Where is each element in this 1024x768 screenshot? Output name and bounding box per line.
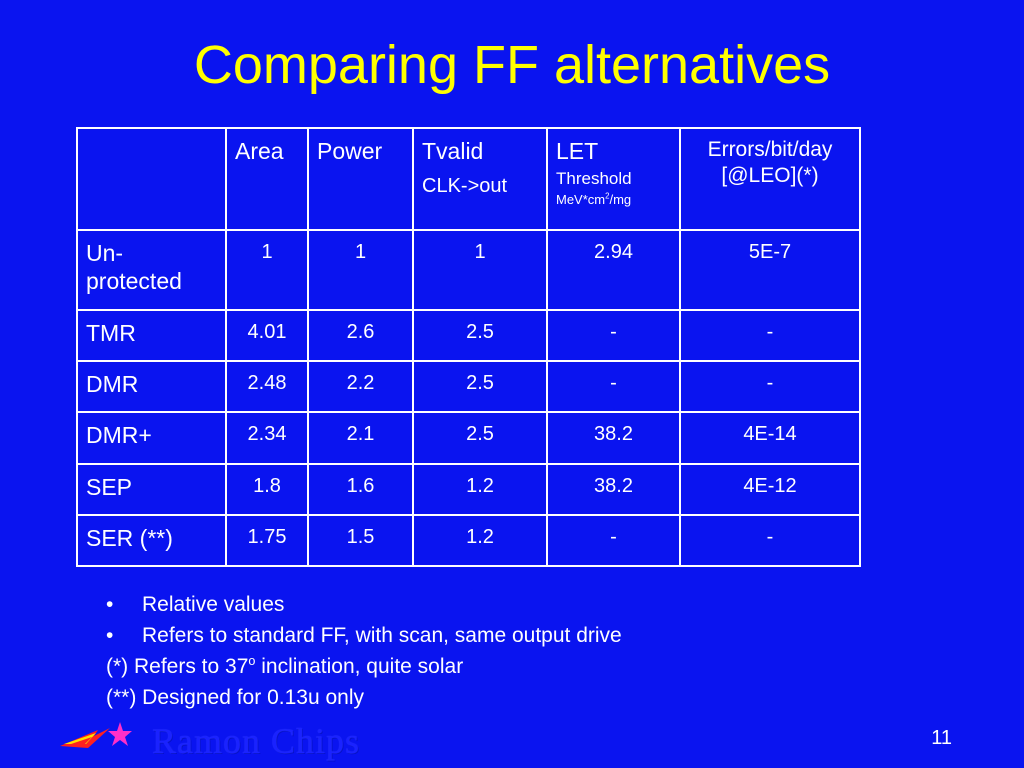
row-label: Un-protected bbox=[76, 229, 227, 311]
cell-errors: 4E-14 bbox=[679, 411, 861, 465]
cell-tvalid: 1 bbox=[412, 229, 548, 311]
header-let-unit-b: /mg bbox=[609, 192, 632, 207]
table-row: DMR 2.48 2.2 2.5 - - bbox=[76, 360, 861, 413]
header-let-sub: Threshold bbox=[556, 169, 632, 188]
cell-errors: 5E-7 bbox=[679, 229, 861, 311]
bullet-item: • Relative values bbox=[106, 589, 622, 620]
table-row: Un-protected 1 1 1 2.94 5E-7 bbox=[76, 229, 861, 311]
row-label: SER (**) bbox=[76, 514, 227, 567]
bullet-text: Relative values bbox=[142, 593, 285, 616]
cell-area: 2.34 bbox=[225, 411, 309, 465]
table-row: DMR+ 2.34 2.1 2.5 38.2 4E-14 bbox=[76, 411, 861, 465]
cell-power: 2.1 bbox=[307, 411, 414, 465]
table-row: TMR 4.01 2.6 2.5 - - bbox=[76, 309, 861, 362]
cell-power: 1 bbox=[307, 229, 414, 311]
bullet-marker: • bbox=[106, 624, 114, 647]
header-empty-cell bbox=[76, 127, 227, 231]
page-number: 11 bbox=[931, 727, 952, 749]
header-errors: Errors/bit/day [@LEO](*) bbox=[679, 127, 861, 231]
row-label: TMR bbox=[76, 309, 227, 362]
cell-errors: 4E-12 bbox=[679, 463, 861, 516]
cell-let: - bbox=[546, 309, 681, 362]
header-tvalid: Tvalid CLK->out bbox=[412, 127, 548, 231]
bullet-text: Refers to standard FF, with scan, same o… bbox=[142, 624, 622, 647]
table-header-row: Area Power Tvalid CLK->out LET Threshold… bbox=[76, 127, 861, 231]
cell-area: 1 bbox=[225, 229, 309, 311]
cell-let: 2.94 bbox=[546, 229, 681, 311]
header-power: Power bbox=[307, 127, 414, 231]
header-let-label: LET bbox=[556, 138, 599, 164]
row-label: SEP bbox=[76, 463, 227, 516]
cell-power: 1.6 bbox=[307, 463, 414, 516]
cell-area: 4.01 bbox=[225, 309, 309, 362]
cell-area: 2.48 bbox=[225, 360, 309, 413]
brand-logo-text: Ramon Chips bbox=[152, 721, 361, 761]
footnotes: • Relative values • Refers to standard FF,… bbox=[106, 589, 622, 713]
cell-tvalid: 2.5 bbox=[412, 411, 548, 465]
header-tvalid-sub: CLK->out bbox=[422, 175, 508, 197]
cell-tvalid: 1.2 bbox=[412, 514, 548, 567]
row-label: DMR+ bbox=[76, 411, 227, 465]
header-errors-line1: Errors/bit/day bbox=[707, 138, 833, 161]
comparison-table: Area Power Tvalid CLK->out LET Threshold… bbox=[76, 127, 861, 567]
header-let-unit-a: MeV*cm bbox=[556, 192, 606, 207]
footnote-leo: (*) Refers to 37o inclination, quite sol… bbox=[106, 651, 622, 682]
cell-let: 38.2 bbox=[546, 463, 681, 516]
degree-superscript: o bbox=[248, 654, 256, 668]
cell-let: - bbox=[546, 360, 681, 413]
footnote-ser: (**) Designed for 0.13u only bbox=[106, 686, 364, 709]
header-let: LET Threshold MeV*cm2/mg bbox=[546, 127, 681, 231]
bullet-marker: • bbox=[106, 593, 114, 616]
bullet-item: • Refers to standard FF, with scan, same … bbox=[106, 620, 622, 651]
cell-tvalid: 2.5 bbox=[412, 309, 548, 362]
cell-area: 1.75 bbox=[225, 514, 309, 567]
header-let-unit: MeV*cm2/mg bbox=[556, 191, 671, 209]
footnote-leo-text: (*) Refers to 37 bbox=[106, 655, 249, 678]
cell-power: 1.5 bbox=[307, 514, 414, 567]
header-area: Area bbox=[225, 127, 309, 231]
cell-errors: - bbox=[679, 360, 861, 413]
cell-errors: - bbox=[679, 309, 861, 362]
cell-power: 2.2 bbox=[307, 360, 414, 413]
star-comet-logo-icon bbox=[60, 722, 132, 748]
row-label: DMR bbox=[76, 360, 227, 413]
table-row: SER (**) 1.75 1.5 1.2 - - bbox=[76, 514, 861, 567]
table-row: SEP 1.8 1.6 1.2 38.2 4E-12 bbox=[76, 463, 861, 516]
header-errors-line2: [@LEO](*) bbox=[721, 164, 819, 187]
header-let-unit-exp: 2 bbox=[605, 191, 610, 201]
slide-title: Comparing FF alternatives bbox=[193, 35, 831, 95]
cell-let: 38.2 bbox=[546, 411, 681, 465]
cell-let: - bbox=[546, 514, 681, 567]
header-tvalid-label: Tvalid bbox=[422, 138, 484, 164]
cell-tvalid: 2.5 bbox=[412, 360, 548, 413]
cell-power: 2.6 bbox=[307, 309, 414, 362]
footnote-leo-text-end: inclination, quite solar bbox=[255, 655, 464, 678]
cell-errors: - bbox=[679, 514, 861, 567]
cell-area: 1.8 bbox=[225, 463, 309, 516]
cell-tvalid: 1.2 bbox=[412, 463, 548, 516]
